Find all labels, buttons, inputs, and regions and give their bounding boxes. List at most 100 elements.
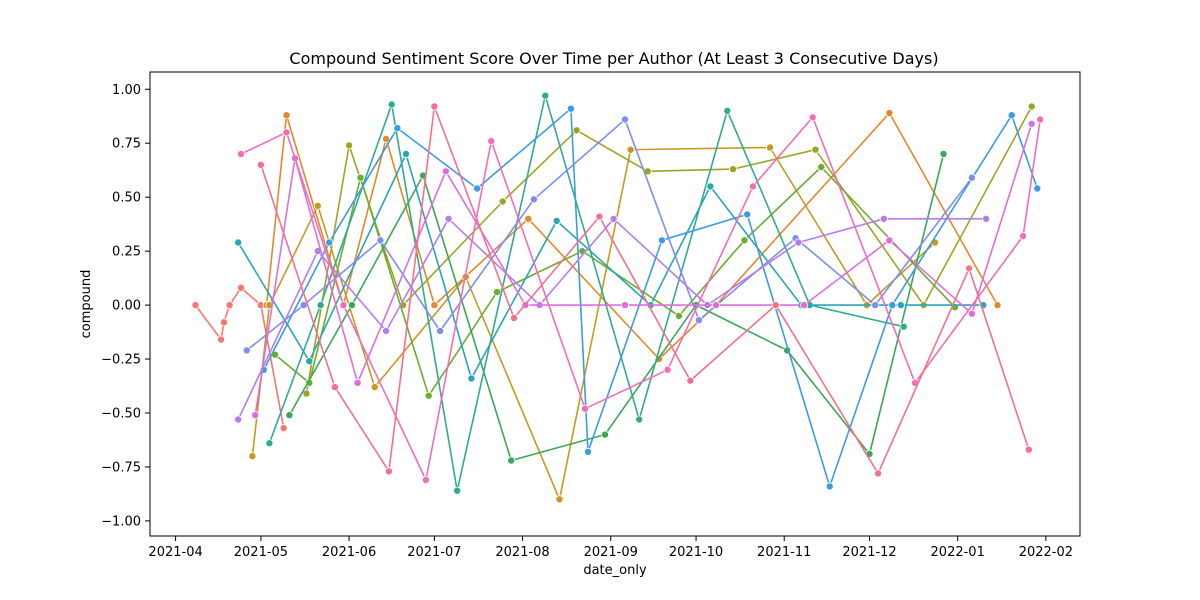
data-point [339, 301, 348, 310]
data-point [401, 149, 410, 158]
series-layer [191, 91, 1045, 504]
data-point [248, 452, 257, 461]
x-tick-label: 2021-09 [584, 545, 638, 560]
data-point [566, 104, 575, 113]
y-tick-label: 0.00 [112, 299, 141, 314]
data-point [888, 301, 897, 310]
data-point [316, 301, 325, 310]
y-tick-label: 1.00 [112, 83, 141, 98]
data-point [555, 495, 564, 504]
series-line [237, 218, 987, 420]
data-point [285, 411, 294, 420]
data-point [609, 214, 618, 223]
data-point [1027, 102, 1036, 111]
data-point [473, 184, 482, 193]
data-point [347, 301, 356, 310]
data-point [1024, 445, 1033, 454]
plot-frame [149, 71, 1081, 537]
y-tick-label: 0.25 [112, 245, 141, 260]
data-point [356, 173, 365, 182]
data-point [879, 214, 888, 223]
data-point [817, 162, 826, 171]
x-tick-label: 2021-11 [757, 545, 811, 560]
data-point [225, 301, 234, 310]
y-tick-label: −0.25 [101, 353, 141, 368]
x-tick-label: 2021-04 [148, 545, 202, 560]
data-point [993, 301, 1002, 310]
data-point [584, 447, 593, 456]
data-point [279, 424, 288, 433]
data-point [467, 374, 476, 383]
chart-title: Compound Sentiment Score Over Time per A… [289, 49, 938, 68]
data-point [1027, 119, 1036, 128]
y-tick-label: −0.75 [101, 460, 141, 475]
data-point [353, 378, 362, 387]
data-point [541, 91, 550, 100]
data-point [393, 124, 402, 133]
data-point [748, 182, 757, 191]
data-point [686, 376, 695, 385]
data-point [578, 247, 587, 256]
data-point [621, 115, 630, 124]
data-point [595, 212, 604, 221]
data-point [436, 326, 445, 335]
data-point [899, 322, 908, 331]
data-point [675, 311, 684, 320]
x-axis-label: date_only [583, 563, 647, 578]
series-line [246, 118, 973, 352]
data-point [1033, 184, 1042, 193]
data-point [492, 288, 501, 297]
data-point [236, 283, 245, 292]
data-point [453, 486, 462, 495]
data-point [552, 216, 561, 225]
series-14 [256, 102, 1033, 478]
data-point [885, 236, 894, 245]
data-point [387, 100, 396, 109]
data-point [305, 357, 314, 366]
data-point [282, 111, 291, 120]
data-point [524, 214, 533, 223]
data-point [282, 128, 291, 137]
x-tick-label: 2021-06 [322, 545, 376, 560]
data-point [635, 415, 644, 424]
data-point [529, 195, 538, 204]
data-point [706, 182, 715, 191]
data-point [939, 149, 948, 158]
data-point [740, 236, 749, 245]
x-tick-label: 2021-10 [669, 545, 723, 560]
data-point [825, 482, 834, 491]
data-point [302, 389, 311, 398]
data-point [256, 160, 265, 169]
series-line [251, 146, 936, 501]
y-tick-label: 0.75 [112, 137, 141, 152]
data-point [191, 301, 200, 310]
data-point [313, 201, 322, 210]
data-point [345, 141, 354, 150]
y-tick-label: −0.50 [101, 406, 141, 421]
data-point [219, 318, 228, 327]
y-axis: 1.00 0.75 0.50 0.25 0.00 −0.25 −0.50 −0.75 −1.00 [101, 83, 150, 529]
data-point [967, 173, 976, 182]
series-6 [285, 149, 948, 465]
data-point [384, 467, 393, 476]
x-tick-label: 2021-07 [407, 545, 461, 560]
x-tick-label: 2021-08 [495, 545, 549, 560]
data-point [330, 383, 339, 392]
data-point [382, 134, 391, 143]
series-line [237, 153, 984, 380]
data-point [325, 238, 334, 247]
data-point [1036, 115, 1045, 124]
data-point [800, 301, 809, 310]
data-point [236, 149, 245, 158]
x-tick-label: 2022-01 [931, 545, 985, 560]
data-point [694, 316, 703, 325]
data-point [871, 301, 880, 310]
data-point [242, 346, 251, 355]
series-line [240, 116, 1041, 481]
data-point [601, 430, 610, 439]
x-tick-label: 2021-12 [842, 545, 896, 560]
data-point [766, 143, 775, 152]
data-point [621, 301, 630, 310]
data-point [487, 137, 496, 146]
